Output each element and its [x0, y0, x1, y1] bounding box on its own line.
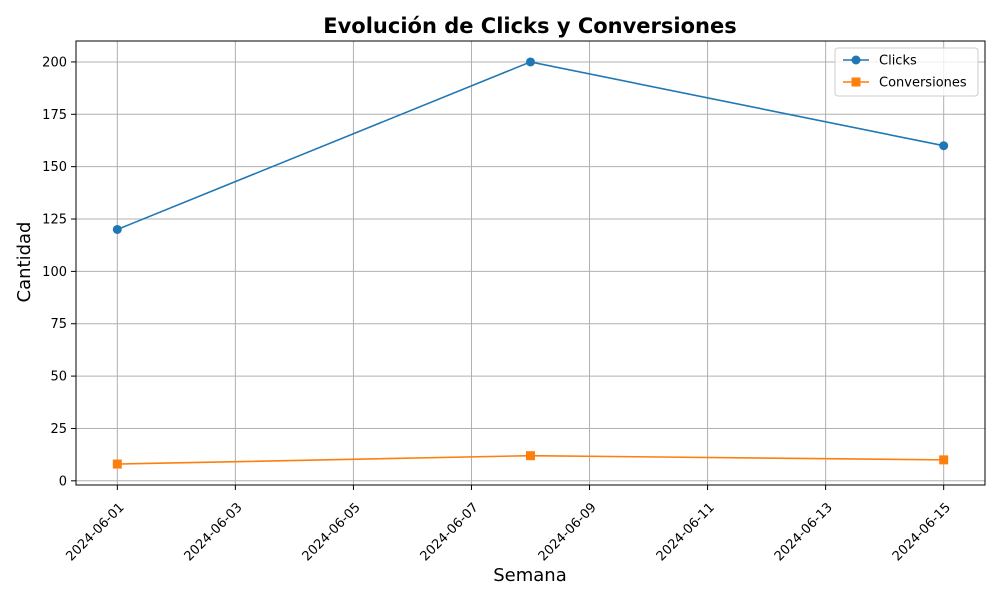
data-point-clicks	[112, 224, 122, 234]
x-axis-label: Semana	[493, 565, 567, 586]
plot-frame	[75, 40, 986, 486]
legend-marker-conversiones	[851, 77, 861, 87]
grid	[76, 41, 985, 485]
y-tick-label: 25	[50, 422, 67, 437]
data-point-conversiones	[112, 459, 122, 469]
data-point-conversiones	[939, 455, 949, 465]
y-tick-label: 100	[42, 265, 67, 280]
y-tick-label: 125	[42, 213, 67, 228]
legend-label-conversiones: Conversiones	[879, 76, 967, 91]
data-point-conversiones	[526, 451, 535, 461]
series-layer	[112, 57, 949, 469]
legend-box	[834, 47, 979, 97]
chart-title: Evolución de Clicks y Conversiones	[323, 14, 736, 38]
y-tick-label: 150	[42, 160, 67, 175]
legend-label-clicks: Clicks	[879, 54, 917, 69]
y-axis-label: Cantidad	[14, 222, 35, 303]
legend: Clicks Conversiones	[834, 47, 979, 97]
legend-marker-clicks	[851, 55, 861, 65]
data-point-clicks	[526, 57, 535, 67]
data-point-clicks	[939, 141, 949, 151]
y-tick-label: 75	[50, 317, 67, 332]
y-tick-label: 50	[50, 370, 67, 385]
y-tick-label: 200	[42, 55, 67, 70]
y-tick-label: 0	[59, 474, 67, 489]
y-tick-label: 175	[42, 108, 67, 123]
